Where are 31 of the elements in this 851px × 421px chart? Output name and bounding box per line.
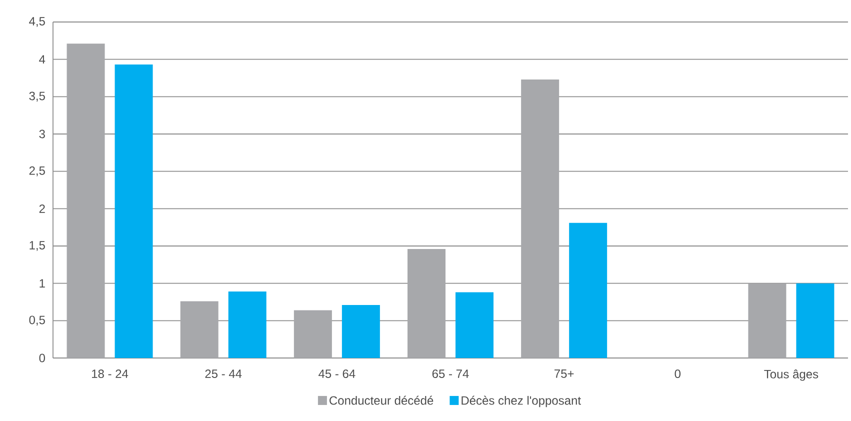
bar (796, 283, 834, 358)
y-tick-label: 2,5 (29, 166, 45, 176)
legend-label: Conducteur décédé (330, 396, 434, 405)
bar (66, 44, 105, 358)
y-tick-label: 4 (39, 55, 46, 64)
bar (228, 292, 266, 358)
y-tick-label: 0 (39, 354, 46, 362)
y-tick-label: 0,5 (29, 316, 45, 326)
x-tick-label: 18 - 24 (92, 370, 128, 378)
bar (114, 64, 153, 358)
legend-label: Décès chez l'opposant (462, 396, 581, 408)
x-tick-label: 75+ (554, 370, 574, 378)
x-tick-label: 45 - 64 (318, 370, 356, 378)
bar (342, 304, 380, 358)
x-tick-label: 65 - 74 (432, 370, 469, 378)
bar (748, 283, 786, 358)
y-tick-label: 2 (39, 204, 45, 213)
y-tick-label: 1 (40, 279, 45, 288)
bar (294, 310, 332, 358)
y-tick-label: 1,5 (30, 241, 45, 251)
bar (521, 79, 560, 358)
y-tick-label: 3 (39, 130, 45, 138)
y-tick-label: 3,5 (29, 92, 45, 102)
x-tick-label: 0 (674, 370, 681, 378)
bar (569, 222, 608, 358)
x-tick-label: Tous âges (764, 370, 818, 381)
y-tick-label: 4,5 (29, 17, 45, 27)
x-tick-label: 25 - 44 (205, 370, 242, 378)
bar (456, 292, 494, 358)
bar (180, 301, 218, 358)
bar (408, 248, 446, 358)
